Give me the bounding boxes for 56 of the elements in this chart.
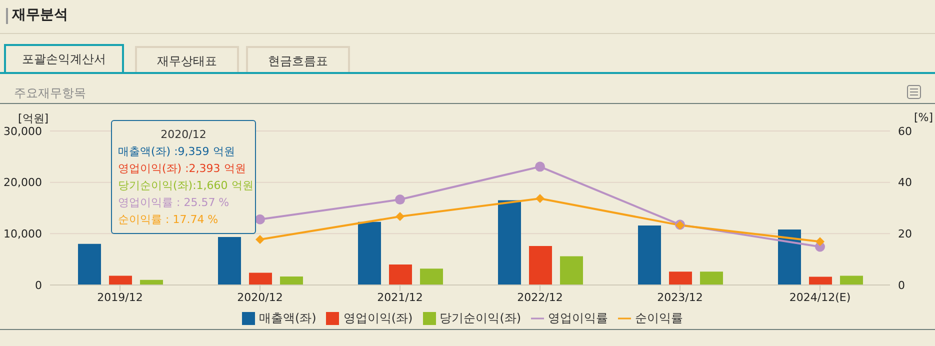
point <box>255 214 265 224</box>
bar <box>529 246 552 285</box>
bar <box>389 264 412 285</box>
bar <box>109 276 132 285</box>
bar <box>218 236 241 285</box>
y2-axis-title: [%] <box>914 111 934 124</box>
bar <box>560 256 583 285</box>
bar <box>669 272 692 285</box>
annotation: 영업이익(좌) :2,393 억원 <box>118 161 247 177</box>
bar <box>840 276 863 285</box>
legend-label: 매출액(좌) <box>258 311 316 325</box>
point <box>395 194 405 205</box>
legend-label: 순이익률 <box>635 311 684 325</box>
y-tick-label: 0 <box>35 278 42 292</box>
annotation: 매출액(좌) :9,359 억원 <box>118 144 236 160</box>
legend-label: 영업이익(좌) <box>343 311 413 325</box>
y-axis-title: [억원] <box>18 111 49 126</box>
y2-tick-label: 0 <box>898 278 905 292</box>
x-tick-label: 2024/12(E) <box>789 290 851 304</box>
y2-tick-label: 60 <box>898 124 912 138</box>
bar <box>78 244 101 285</box>
legend-label: 영업이익률 <box>548 311 608 325</box>
bar <box>420 268 443 285</box>
x-tick-label: 2022/12 <box>517 290 563 304</box>
y-tick-label: 20,000 <box>4 176 42 190</box>
bar <box>280 276 303 285</box>
x-tick-label: 2019/12 <box>97 290 143 304</box>
point <box>816 237 824 246</box>
y-tick-label: 10,000 <box>4 228 42 241</box>
x-tick-label: 2021/12 <box>377 290 423 304</box>
text: 현금흐름표 <box>246 46 350 72</box>
bar <box>638 225 661 285</box>
point <box>396 212 404 221</box>
point <box>536 194 544 204</box>
bar <box>778 230 801 285</box>
legend-label: 당기순이익(좌) <box>440 311 522 325</box>
chart-subtitle: 주요재무항목 <box>14 85 86 102</box>
bar <box>249 272 272 285</box>
annotation: 2020/12 <box>160 127 208 143</box>
y2-tick-label: 40 <box>898 176 912 190</box>
x-tick-label: 2023/12 <box>657 290 703 304</box>
point <box>256 234 264 244</box>
annotation: 영업이익률 : 25.57 % <box>118 195 230 211</box>
bar <box>809 276 832 285</box>
text: 포괄손익계산서 <box>4 44 124 74</box>
point <box>535 162 545 172</box>
bar <box>700 272 723 285</box>
bar <box>358 222 381 285</box>
annotation: 당기순이익(좌):1,660 억원 <box>118 178 254 194</box>
text: 재무상태표 <box>135 46 239 72</box>
y2-tick-label: 20 <box>898 228 912 241</box>
x-tick-label: 2020/12 <box>237 290 283 304</box>
y-tick-label: 30,000 <box>4 124 42 138</box>
bar <box>498 200 521 285</box>
chart-title: 재무분석 <box>12 6 68 24</box>
annotation: 순이익률 : 17.74 % <box>118 212 220 228</box>
